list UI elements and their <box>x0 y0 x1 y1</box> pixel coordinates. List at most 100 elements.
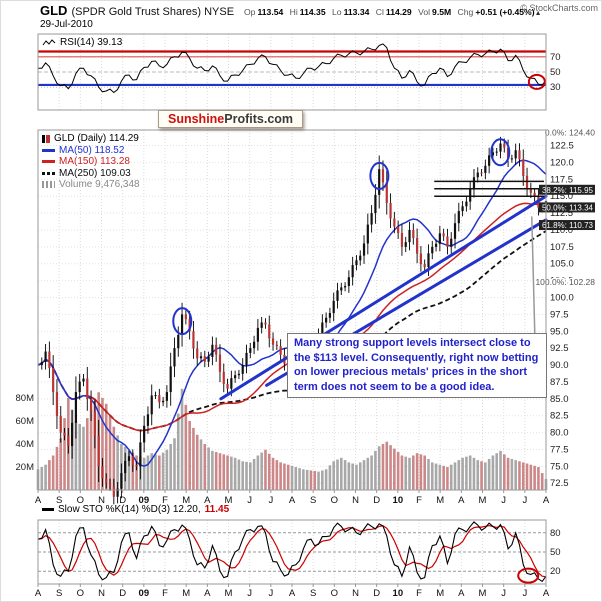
svg-text:J: J <box>268 588 273 599</box>
svg-text:30: 30 <box>550 82 561 93</box>
svg-text:95.0: 95.0 <box>550 326 569 337</box>
svg-text:A: A <box>289 495 296 506</box>
volume-value: 9.5M <box>432 7 452 17</box>
legend-item-volume: Volume 9,476,348 <box>42 179 140 191</box>
svg-text:N: N <box>352 588 359 599</box>
svg-text:D: D <box>373 495 380 506</box>
svg-text:J: J <box>501 495 506 506</box>
legend-label-volume: Volume 9,476,348 <box>59 179 140 191</box>
rsi-legend: RSI(14) 39.13 <box>42 37 122 48</box>
legend-item-ma250: MA(250) 109.03 <box>42 168 140 180</box>
svg-text:F: F <box>416 495 422 506</box>
volume-bars-icon <box>42 181 55 189</box>
change-value: +0.51 (+0.45%) <box>475 7 535 17</box>
svg-text:A: A <box>204 588 211 599</box>
sunshine-profits-logo: SunshineProfits.com <box>158 110 304 128</box>
svg-text:N: N <box>98 588 105 599</box>
svg-text:S: S <box>310 588 316 599</box>
svg-text:92.5: 92.5 <box>550 343 569 354</box>
legend-label-ma250: MA(250) 109.03 <box>59 167 131 179</box>
svg-text:50: 50 <box>550 547 561 558</box>
svg-text:J: J <box>522 588 527 599</box>
candlestick-icon <box>42 134 50 143</box>
svg-text:0.0%: 124.40: 0.0%: 124.40 <box>545 128 595 138</box>
svg-text:D: D <box>119 495 126 506</box>
rsi-line-icon <box>42 39 56 46</box>
legend-label-ma50: MA(50) 118.52 <box>59 144 125 156</box>
svg-text:112.5: 112.5 <box>550 208 573 219</box>
svg-text:10: 10 <box>393 588 404 599</box>
svg-text:77.5: 77.5 <box>550 444 569 455</box>
svg-text:105.0: 105.0 <box>550 259 574 270</box>
svg-text:61.8%: 110.73: 61.8%: 110.73 <box>542 221 594 230</box>
svg-text:M: M <box>225 588 233 599</box>
annotation-box: Many strong support levels intersect clo… <box>287 333 547 398</box>
svg-text:M: M <box>225 495 233 506</box>
svg-text:M: M <box>182 495 190 506</box>
svg-text:80M: 80M <box>16 393 35 404</box>
svg-text:80: 80 <box>550 528 561 539</box>
change-label: Chg <box>457 7 474 17</box>
svg-text:M: M <box>436 495 444 506</box>
sto-label: Slow STO %K(14) %D(3) 12.20, <box>58 504 201 515</box>
svg-text:A: A <box>458 495 465 506</box>
svg-text:82.5: 82.5 <box>550 411 569 422</box>
svg-text:110.0: 110.0 <box>550 225 573 236</box>
legend-label-ma150: MA(150) 113.28 <box>59 156 130 168</box>
sto-line-icon <box>42 508 54 511</box>
svg-text:N: N <box>98 495 105 506</box>
close-value: 114.29 <box>385 7 412 17</box>
ma50-line-icon <box>42 148 55 152</box>
svg-text:J: J <box>522 495 527 506</box>
close-label: Cl <box>375 7 384 17</box>
svg-text:115.0: 115.0 <box>550 191 573 202</box>
svg-text:70: 70 <box>550 52 561 63</box>
svg-text:97.5: 97.5 <box>550 309 569 320</box>
svg-text:O: O <box>331 495 338 506</box>
svg-text:J: J <box>247 495 252 506</box>
security-name: (SPDR Gold Trust Shares) NYSE <box>71 6 235 18</box>
chart-date: 29-Jul-2010 <box>40 19 93 30</box>
logo-text-sunshine: Sunshine <box>168 112 225 126</box>
svg-text:O: O <box>331 588 338 599</box>
svg-text:117.5: 117.5 <box>550 174 573 185</box>
svg-text:D: D <box>373 588 380 599</box>
chart-header: GLD (SPDR Gold Trust Shares) NYSE <box>40 3 234 18</box>
open-value: 113.54 <box>257 7 284 17</box>
svg-text:107.5: 107.5 <box>550 242 574 253</box>
change-up-arrow-icon: ▲ <box>534 10 542 17</box>
high-value: 114.35 <box>299 7 326 17</box>
svg-text:M: M <box>182 588 190 599</box>
svg-text:87.5: 87.5 <box>550 377 569 388</box>
svg-text:38.2%: 115.95: 38.2%: 115.95 <box>542 186 594 195</box>
svg-text:72.5: 72.5 <box>550 478 569 489</box>
svg-text:122.5: 122.5 <box>550 141 574 152</box>
price-legend: GLD (Daily) 114.29 MA(50) 118.52 MA(150)… <box>42 133 140 191</box>
svg-text:20M: 20M <box>16 462 35 473</box>
svg-text:120.0: 120.0 <box>550 157 574 168</box>
svg-text:D: D <box>119 588 126 599</box>
svg-text:J: J <box>268 495 273 506</box>
svg-text:S: S <box>56 588 62 599</box>
svg-text:85.0: 85.0 <box>550 394 569 405</box>
svg-text:10: 10 <box>393 495 404 506</box>
ma150-line-icon <box>42 160 55 164</box>
low-label: Lo <box>332 7 342 17</box>
svg-text:S: S <box>310 495 316 506</box>
svg-text:M: M <box>479 495 487 506</box>
svg-text:90.0: 90.0 <box>550 360 569 371</box>
low-value: 113.34 <box>343 7 370 17</box>
svg-text:20: 20 <box>550 566 561 577</box>
svg-text:50: 50 <box>550 67 561 78</box>
svg-text:A: A <box>543 588 550 599</box>
svg-text:S: S <box>56 495 62 506</box>
volume-label: Vol <box>418 7 431 17</box>
svg-text:A: A <box>543 495 550 506</box>
sto-d-value: 11.45 <box>204 504 230 515</box>
svg-text:50.0%: 113.34: 50.0%: 113.34 <box>542 203 594 212</box>
svg-text:N: N <box>352 495 359 506</box>
svg-text:M: M <box>436 588 444 599</box>
svg-text:100.0%: 102.28: 100.0%: 102.28 <box>535 277 595 287</box>
open-label: Op <box>244 7 256 17</box>
svg-text:A: A <box>458 588 465 599</box>
